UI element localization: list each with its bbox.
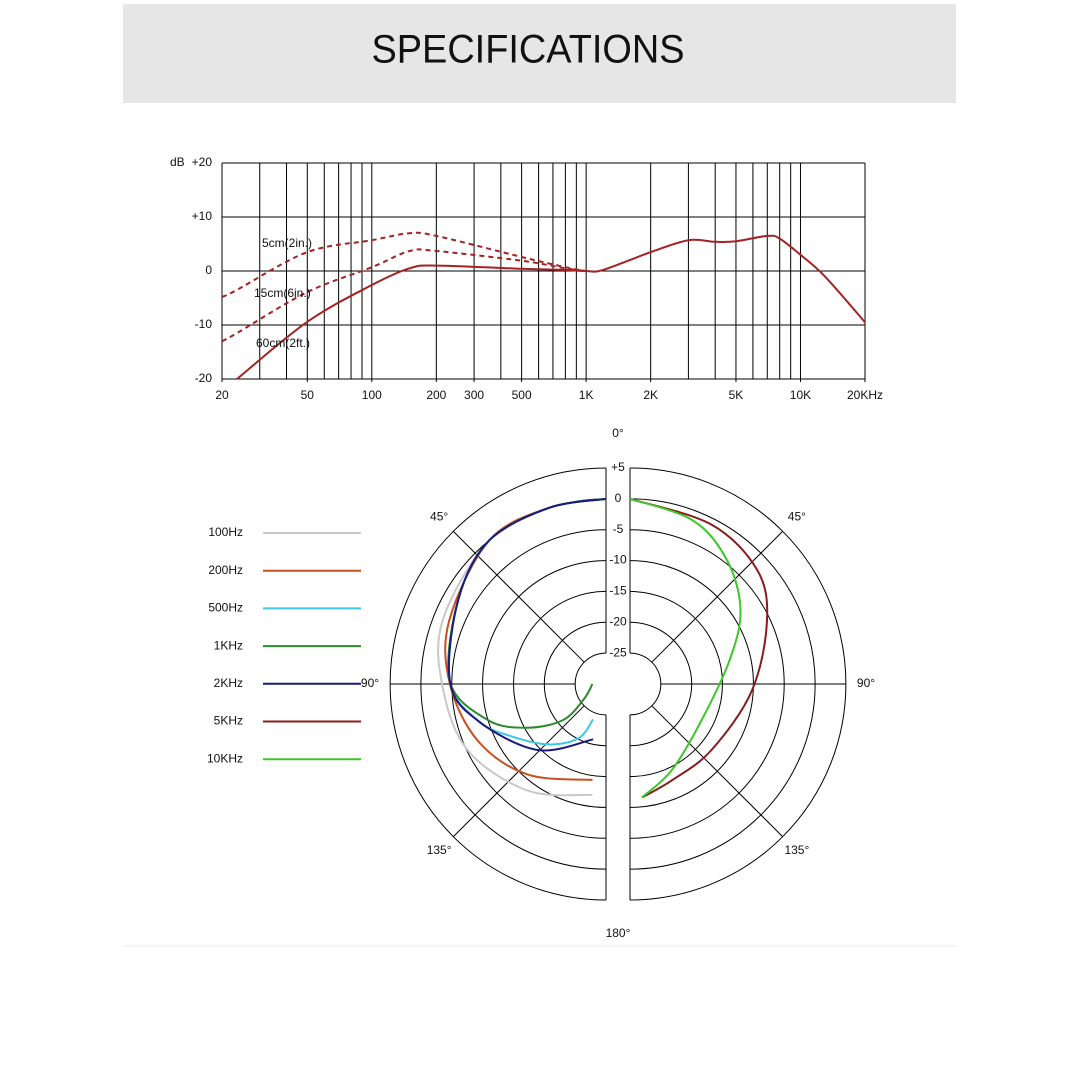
x-tick-label: 1K [579, 388, 594, 402]
legend-label: 5KHz [214, 714, 243, 728]
series-line [447, 497, 607, 729]
x-tick-label: 20KHz [847, 388, 883, 402]
r-tick-label: -25 [609, 645, 627, 659]
series-line [444, 497, 607, 781]
series-line [447, 497, 607, 752]
legend-label: 200Hz [208, 563, 243, 577]
page-title: SPECIFICATIONS [372, 28, 685, 72]
angle-label: 135° [427, 843, 452, 857]
legend-label: 100Hz [208, 525, 243, 539]
x-tick-label: 20 [215, 388, 229, 402]
y-tick-label: +20 [192, 155, 213, 169]
series-line [236, 234, 866, 380]
r-tick-label: 0 [615, 491, 622, 505]
angle-label: 90° [857, 676, 875, 690]
series-line [629, 497, 769, 799]
x-tick-label: 200 [426, 388, 446, 402]
r-tick-label: -15 [609, 584, 627, 598]
legend-label: 500Hz [208, 601, 243, 615]
angle-label: 90° [361, 676, 379, 690]
legend-label: 2KHz [214, 676, 243, 690]
series-line [221, 248, 587, 343]
r-tick-label: -10 [609, 553, 627, 567]
r-tick-label: +5 [611, 460, 625, 474]
angle-label: 45° [788, 509, 806, 523]
y-tick-label: 0 [205, 263, 212, 277]
y-tick-label: +10 [192, 209, 213, 223]
angle-spoke [452, 530, 585, 663]
y-tick-label: -20 [195, 371, 213, 385]
series-label: 60cm(2ft.) [256, 336, 310, 350]
r-tick-label: -5 [613, 522, 624, 536]
angle-label: 135° [784, 843, 809, 857]
series-label: 5cm(2in.) [262, 236, 312, 250]
y-tick-label: -10 [195, 317, 213, 331]
angle-spoke [651, 705, 784, 838]
x-tick-label: 5K [729, 388, 744, 402]
angle-label: 45° [430, 509, 448, 523]
series-line [221, 231, 587, 298]
x-tick-label: 10K [790, 388, 811, 402]
legend-label: 1KHz [214, 638, 243, 652]
x-tick-label: 50 [301, 388, 315, 402]
series-label: 15cm(6in.) [254, 286, 311, 300]
range-ring [574, 652, 662, 716]
x-tick-label: 100 [362, 388, 382, 402]
x-tick-label: 300 [464, 388, 484, 402]
y-axis-label: dB [170, 155, 185, 169]
series-line [629, 497, 742, 799]
x-tick-label: 2K [643, 388, 658, 402]
r-tick-label: -20 [609, 614, 627, 628]
angle-label: 180° [606, 926, 631, 940]
legend-label: 10KHz [207, 751, 243, 765]
series-line [437, 497, 607, 797]
header-band [123, 4, 956, 103]
x-tick-label: 500 [512, 388, 532, 402]
angle-spoke [651, 530, 784, 663]
angle-label: 0° [612, 426, 624, 440]
